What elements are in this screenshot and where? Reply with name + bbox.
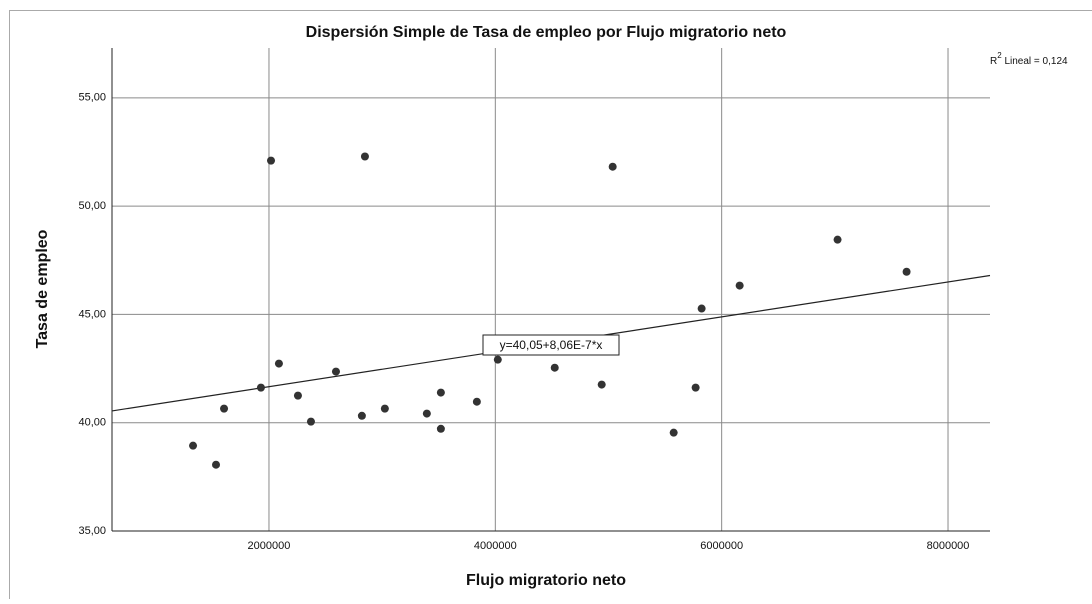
- data-point: [381, 405, 389, 413]
- data-point: [332, 368, 340, 376]
- data-point: [473, 398, 481, 406]
- y-tick-label: 40,00: [78, 417, 106, 429]
- data-point: [307, 418, 315, 426]
- data-point: [494, 356, 502, 364]
- data-point: [698, 305, 706, 313]
- data-point: [834, 236, 842, 244]
- data-point: [437, 425, 445, 433]
- data-point: [551, 364, 559, 372]
- r2-rest: Lineal = 0,124: [1002, 56, 1068, 67]
- data-point: [189, 442, 197, 450]
- data-point: [220, 405, 228, 413]
- data-point: [609, 163, 617, 171]
- data-point: [212, 461, 220, 469]
- x-tick-label: 2000000: [248, 540, 291, 552]
- y-tick-label: 45,00: [78, 308, 106, 320]
- data-point: [736, 282, 744, 290]
- data-point: [437, 389, 445, 397]
- y-tick-label: 35,00: [78, 525, 106, 537]
- data-point: [257, 384, 265, 392]
- chart-title: Dispersión Simple de Tasa de empleo por …: [306, 24, 787, 41]
- y-axis-label: Tasa de empleo: [34, 229, 51, 348]
- data-point: [361, 153, 369, 161]
- r2-prefix: R: [990, 56, 997, 67]
- y-tick-label: 55,00: [78, 92, 106, 104]
- data-point: [423, 410, 431, 418]
- data-point: [670, 429, 678, 437]
- x-tick-label: 6000000: [700, 540, 743, 552]
- y-tick-label: 50,00: [78, 200, 106, 212]
- data-point: [598, 381, 606, 389]
- data-point: [903, 268, 911, 276]
- data-point: [294, 392, 302, 400]
- data-point: [358, 412, 366, 420]
- chart-frame: [10, 11, 1092, 600]
- fit-label: y=40,05+8,06E-7*x: [500, 338, 603, 352]
- x-tick-label: 8000000: [927, 540, 970, 552]
- data-point: [275, 360, 283, 368]
- data-point: [692, 384, 700, 392]
- x-axis-label: Flujo migratorio neto: [466, 572, 626, 589]
- data-point: [267, 157, 275, 165]
- x-tick-label: 4000000: [474, 540, 517, 552]
